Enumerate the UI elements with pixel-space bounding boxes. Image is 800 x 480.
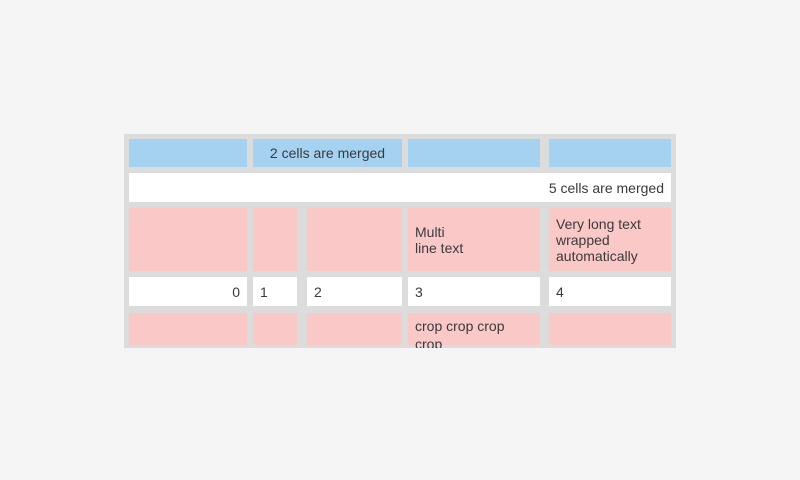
cell-r3c1[interactable] xyxy=(129,208,247,271)
cell-r1c5[interactable] xyxy=(549,139,671,167)
cell-value-1[interactable]: 1 xyxy=(253,277,297,306)
table-grid: 2 cells are merged 5 cells are merged Mu… xyxy=(129,139,671,348)
cell-r5c1[interactable] xyxy=(129,313,247,345)
cell-value-3[interactable]: 3 xyxy=(408,277,540,306)
cell-r5c5[interactable] xyxy=(549,313,671,345)
cell-merged-5-cells[interactable]: 5 cells are merged xyxy=(129,173,671,202)
cell-r3c3[interactable] xyxy=(307,208,402,271)
cell-value-0[interactable]: 0 xyxy=(129,277,247,306)
table: 2 cells are merged 5 cells are merged Mu… xyxy=(124,134,676,348)
cell-merged-2-cells[interactable]: 2 cells are merged xyxy=(253,139,402,167)
cell-r5c3[interactable] xyxy=(307,313,402,345)
cell-r1c4[interactable] xyxy=(408,139,540,167)
cell-value-4[interactable]: 4 xyxy=(549,277,671,306)
cell-value-2[interactable]: 2 xyxy=(307,277,402,306)
cell-wrapped-text[interactable]: Very long text wrapped automatically xyxy=(549,208,671,271)
cell-r5c2[interactable] xyxy=(253,313,297,345)
cell-crop-text[interactable]: crop crop crop crop xyxy=(408,313,540,348)
cell-r1c1[interactable] xyxy=(129,139,247,167)
cell-r3c2[interactable] xyxy=(253,208,297,271)
cell-multi-line-text[interactable]: Multi line text xyxy=(408,208,540,271)
crop-text-lines: crop crop crop crop xyxy=(415,318,505,348)
